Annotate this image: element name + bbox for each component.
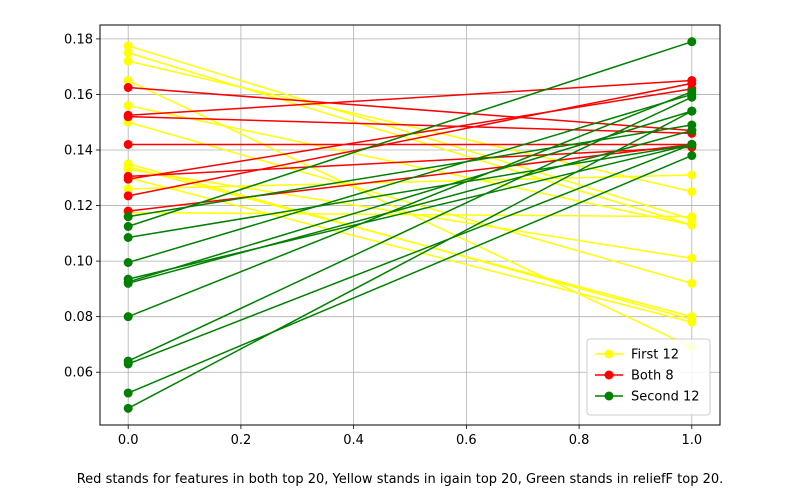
legend-label: First 12 <box>631 348 679 363</box>
data-point <box>687 317 697 327</box>
series-line <box>127 110 693 283</box>
plot-frame <box>99 24 721 426</box>
data-point <box>687 92 697 102</box>
series-line <box>127 154 693 394</box>
y-tick-label: 0.16 <box>64 88 93 103</box>
y-tick-label: 0.18 <box>64 32 93 47</box>
series-line <box>127 40 693 228</box>
series-line <box>127 129 693 285</box>
data-point <box>687 170 697 180</box>
series-first-12 <box>123 41 697 352</box>
series-line <box>127 110 693 409</box>
data-point <box>123 312 133 322</box>
series-line <box>127 96 693 362</box>
data-point <box>123 359 133 369</box>
data-point <box>123 403 133 413</box>
data-point <box>687 106 697 116</box>
data-point <box>687 278 697 288</box>
series-line <box>128 211 692 218</box>
series-line <box>128 146 692 178</box>
x-tick-label: 1.0 <box>681 433 702 448</box>
data-point <box>123 221 133 231</box>
data-point <box>687 253 697 263</box>
x-tick-label: 0.0 <box>118 433 139 448</box>
data-point <box>123 112 133 122</box>
data-point <box>123 83 133 92</box>
data-point <box>123 278 133 288</box>
data-point <box>123 76 133 86</box>
data-point <box>687 78 697 88</box>
y-tick-label: 0.08 <box>64 310 93 325</box>
data-point <box>123 48 133 58</box>
data-point <box>687 139 697 149</box>
series-line <box>128 104 692 226</box>
data-point <box>123 184 133 194</box>
series-line <box>127 143 693 365</box>
data-point <box>123 164 133 174</box>
series-line <box>127 93 693 264</box>
legend: First 12 Both 8 Second 12 <box>586 338 711 416</box>
data-point <box>123 258 133 267</box>
series-line <box>128 60 692 193</box>
x-tick-label: 0.2 <box>231 433 252 448</box>
series-line <box>128 143 692 280</box>
data-point <box>123 191 133 201</box>
series-line <box>128 82 692 197</box>
series-line <box>128 79 692 117</box>
series-line <box>127 90 693 318</box>
data-point <box>687 212 697 222</box>
data-point <box>687 151 697 161</box>
data-point <box>687 37 697 47</box>
x-tick-label: 0.6 <box>456 433 477 448</box>
data-point <box>687 126 697 136</box>
legend-marker <box>604 391 614 401</box>
y-tick-label: 0.14 <box>64 144 93 159</box>
legend-label: Second 12 <box>631 390 700 405</box>
legend-label: Both 8 <box>631 369 674 384</box>
x-tick-label: 0.8 <box>569 433 590 448</box>
series-line <box>128 174 692 190</box>
series-lines <box>123 37 697 413</box>
series-line <box>127 165 693 318</box>
data-point <box>123 139 133 149</box>
series-second-12 <box>123 37 697 413</box>
data-point <box>123 101 133 111</box>
legend-marker <box>604 370 614 380</box>
data-point <box>123 174 133 184</box>
legend-marker <box>604 349 614 359</box>
data-point <box>687 220 697 230</box>
y-axis-ticks: 0.06 0.08 0.10 0.12 0.14 0.16 0.18 <box>64 32 100 381</box>
series-line <box>128 86 692 132</box>
y-tick-label: 0.12 <box>64 199 93 214</box>
data-point <box>123 41 133 51</box>
y-tick-label: 0.06 <box>64 366 93 381</box>
series-line <box>127 45 693 221</box>
x-tick-label: 0.4 <box>343 433 364 448</box>
data-point <box>687 187 697 197</box>
data-point <box>123 233 133 242</box>
data-point <box>123 56 133 66</box>
x-axis-ticks: 0.0 0.2 0.4 0.6 0.8 1.0 <box>118 425 702 448</box>
series-line <box>128 115 692 135</box>
series-line <box>127 121 693 285</box>
y-tick-label: 0.10 <box>64 255 93 270</box>
chart-caption: Red stands for features in both top 20, … <box>76 472 724 487</box>
data-point <box>123 388 133 398</box>
data-point <box>123 212 133 222</box>
